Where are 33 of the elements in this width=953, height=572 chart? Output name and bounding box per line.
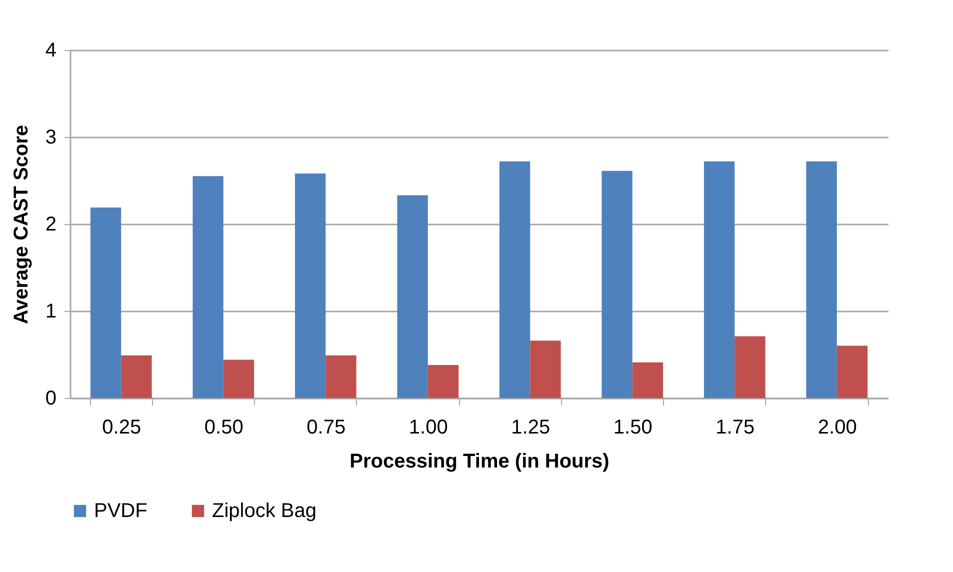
x-tick-label: 1.75 — [716, 416, 755, 438]
bar — [90, 207, 122, 398]
y-axis-title: Average CAST Score — [10, 124, 32, 324]
bar — [632, 362, 664, 398]
y-tick-label: 0 — [45, 388, 56, 410]
x-tick-label: 1.50 — [613, 416, 652, 438]
bar — [223, 360, 254, 398]
bar — [530, 340, 561, 398]
y-tick-label: 2 — [45, 214, 56, 236]
bar — [192, 176, 224, 398]
y-tick-label: 4 — [45, 40, 56, 62]
x-tick-label: 0.75 — [306, 416, 346, 438]
bar — [602, 170, 632, 398]
bar — [499, 161, 530, 398]
y-tick-label: 3 — [45, 126, 56, 148]
legend-label: PVDF — [94, 500, 148, 522]
x-axis-title: Processing Time (in Hours) — [350, 450, 610, 472]
x-tick-label: 2.00 — [818, 416, 857, 438]
bar — [806, 161, 837, 398]
x-tick-label: 0.50 — [204, 416, 244, 438]
legend-label: Ziplock Bag — [212, 500, 316, 522]
bar — [704, 161, 735, 398]
bar — [397, 195, 428, 398]
x-tick-label: 0.25 — [102, 416, 142, 438]
y-tick-label: 1 — [45, 300, 56, 322]
bar — [326, 355, 356, 398]
bar — [121, 355, 152, 398]
x-tick-label: 1.25 — [511, 416, 550, 438]
bar — [836, 346, 868, 398]
bar — [734, 336, 766, 398]
bar — [294, 174, 326, 398]
bar — [428, 364, 459, 398]
x-tick-label: 1.00 — [408, 416, 448, 438]
